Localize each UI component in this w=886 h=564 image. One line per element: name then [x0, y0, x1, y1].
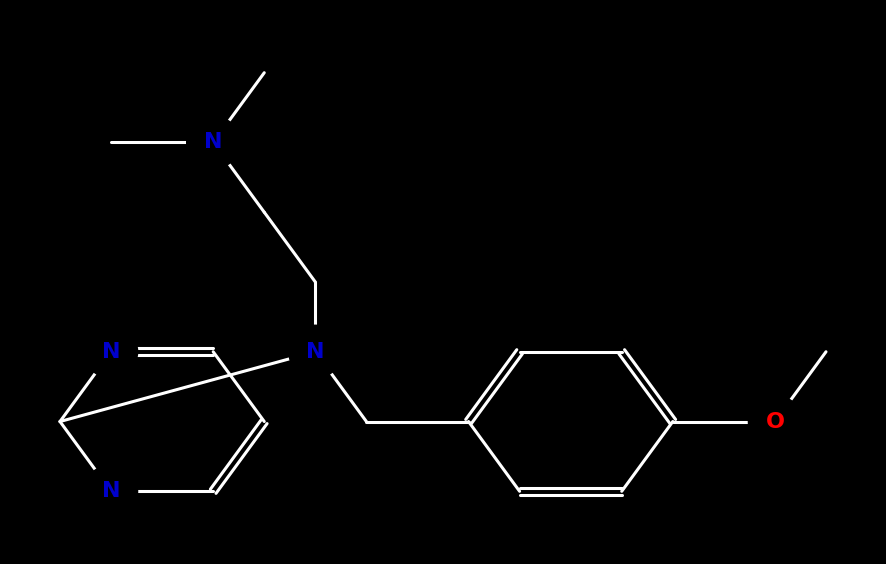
Text: O: O [766, 412, 784, 431]
Circle shape [749, 395, 802, 448]
Text: N: N [102, 481, 120, 501]
Circle shape [289, 325, 342, 378]
Text: N: N [306, 342, 324, 362]
Text: N: N [204, 133, 222, 152]
Circle shape [187, 116, 240, 169]
Circle shape [84, 325, 137, 378]
Circle shape [84, 465, 137, 518]
Text: N: N [102, 342, 120, 362]
